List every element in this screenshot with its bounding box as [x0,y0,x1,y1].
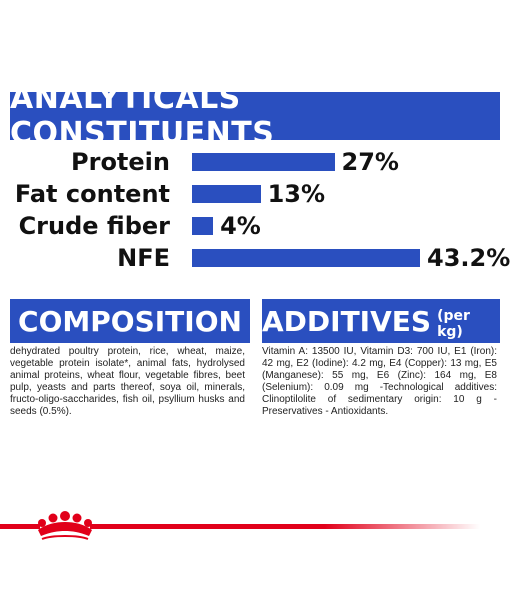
analytical-bar [192,153,335,171]
analytical-label: NFE [117,244,170,272]
analytical-label: Protein [71,148,170,176]
analytical-label: Fat content [14,180,170,208]
analytical-label: Crude fiber [18,212,170,240]
analytical-row: Fat content 13% [0,179,510,209]
analytical-value: 43.2% [427,244,510,272]
additives-subtitle: (per kg) [437,308,470,340]
analytical-row: Protein 27% [0,147,510,177]
analyticals-title: ANALYTICALS CONSTITUENTS [10,81,275,151]
crown-icon [38,511,92,540]
analytical-bar [192,217,214,235]
brand-line-left [0,524,40,529]
analytical-value: 4% [220,212,261,240]
analytical-row: NFE 43.2% [0,243,510,273]
analytical-bar [192,249,420,267]
composition-text: dehydrated poultry protein, rice, wheat,… [10,346,245,417]
analytical-value: 27% [341,148,399,176]
analytical-value: 13% [267,180,326,208]
additives-text: Vitamin A: 13500 IU, Vitamin D3: 700 IU,… [262,346,497,417]
composition-title: COMPOSITION [18,304,242,338]
composition-header: COMPOSITION [10,299,250,343]
brand-line-right [90,524,480,529]
additives-header: ADDITIVES (per kg) [262,299,500,343]
analyticals-banner: ANALYTICALS CONSTITUENTS [10,81,500,151]
analytical-bar [192,185,261,203]
analytical-row: Crude fiber 4% [0,211,510,241]
additives-title: ADDITIVES [262,304,432,338]
